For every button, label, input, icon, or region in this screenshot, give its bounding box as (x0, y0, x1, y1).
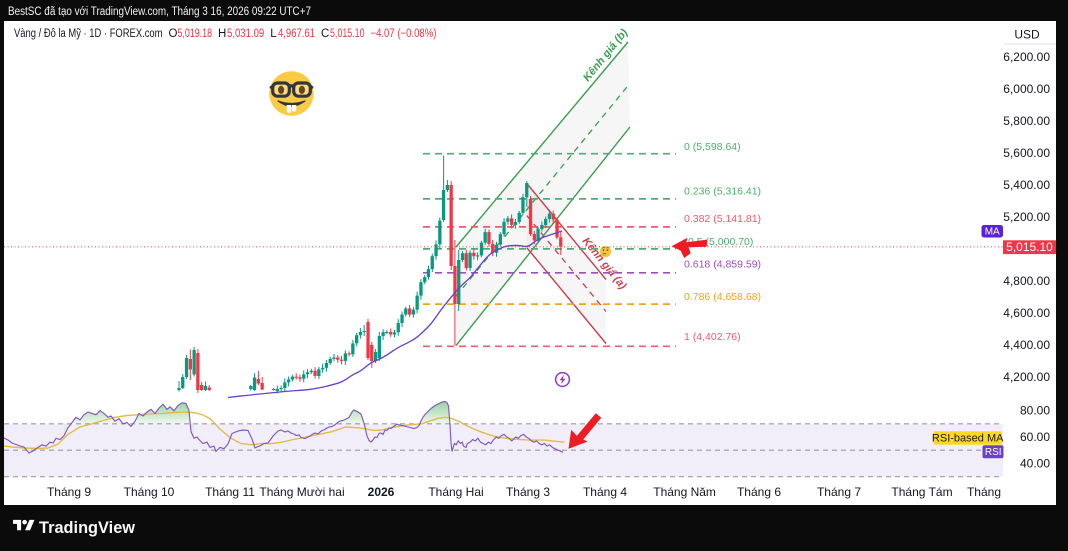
svg-text:TradingView: TradingView (39, 518, 136, 537)
svg-text:0.382 (5,141.81): 0.382 (5,141.81) (684, 213, 761, 225)
svg-text:5,400.00: 5,400.00 (1003, 178, 1050, 192)
svg-text:2026: 2026 (368, 485, 395, 499)
svg-text:5,200.00: 5,200.00 (1003, 210, 1050, 224)
svg-text:6,200.00: 6,200.00 (1003, 50, 1050, 64)
svg-text:USD: USD (1014, 28, 1040, 42)
svg-text:5,019.18: 5,019.18 (178, 28, 213, 40)
svg-text:0.786 (4,658.68): 0.786 (4,658.68) (684, 291, 761, 303)
svg-text:4,967.61: 4,967.61 (278, 28, 315, 40)
svg-text:5,800.00: 5,800.00 (1003, 114, 1050, 128)
svg-text:4,400.00: 4,400.00 (1003, 338, 1050, 352)
svg-text:Vàng / Đô la Mỹ · 1D · FOREX.c: Vàng / Đô la Mỹ · 1D · FOREX.com (14, 28, 163, 40)
svg-text:5,031.09: 5,031.09 (227, 28, 264, 40)
svg-text:O: O (169, 28, 178, 40)
svg-text:MA: MA (985, 227, 1000, 238)
svg-text:Tháng 10: Tháng 10 (124, 485, 175, 499)
svg-text:5,600.00: 5,600.00 (1003, 146, 1050, 160)
svg-text:Tháng 9: Tháng 9 (967, 485, 1011, 499)
svg-text:6,000.00: 6,000.00 (1003, 82, 1050, 96)
svg-text:Tháng Tám: Tháng Tám (891, 485, 952, 499)
svg-text:5,015.10: 5,015.10 (330, 28, 365, 40)
svg-text:Tháng Hai: Tháng Hai (428, 485, 483, 499)
svg-text:4,600.00: 4,600.00 (1003, 306, 1050, 320)
svg-text:Tháng 4: Tháng 4 (583, 485, 627, 499)
svg-text:4,200.00: 4,200.00 (1003, 370, 1050, 384)
svg-text:Tháng 6: Tháng 6 (737, 485, 781, 499)
svg-text:1 (4,402.76): 1 (4,402.76) (684, 331, 741, 343)
svg-text:−4.07 (−0.08%): −4.07 (−0.08%) (371, 28, 437, 40)
svg-text:H: H (218, 28, 226, 40)
svg-text:5,015.10: 5,015.10 (1006, 240, 1053, 254)
svg-text:4,800.00: 4,800.00 (1003, 274, 1050, 288)
svg-text:80.00: 80.00 (1020, 404, 1050, 418)
svg-text:Tháng 3: Tháng 3 (506, 485, 550, 499)
svg-text:0.236 (5,316.41): 0.236 (5,316.41) (684, 185, 761, 197)
svg-text:40.00: 40.00 (1020, 457, 1050, 471)
svg-text:L: L (270, 28, 277, 40)
svg-text:60.00: 60.00 (1020, 430, 1050, 444)
svg-text:BestSC đã tạo với TradingView.: BestSC đã tạo với TradingView.com, Tháng… (8, 6, 311, 18)
svg-text:Tháng 7: Tháng 7 (817, 485, 861, 499)
svg-text:Tháng 11: Tháng 11 (205, 485, 255, 499)
svg-text:RSI: RSI (985, 447, 1002, 458)
svg-text:C: C (321, 28, 329, 40)
svg-text:Tháng Mười hai: Tháng Mười hai (259, 485, 344, 499)
svg-text:0 (5,598.64): 0 (5,598.64) (684, 141, 741, 153)
svg-text:0.618 (4,859.59): 0.618 (4,859.59) (684, 258, 761, 270)
svg-text:RSI-based MA: RSI-based MA (932, 433, 1004, 445)
svg-text:Tháng Năm: Tháng Năm (653, 485, 716, 499)
svg-text:Tháng 9: Tháng 9 (47, 485, 91, 499)
